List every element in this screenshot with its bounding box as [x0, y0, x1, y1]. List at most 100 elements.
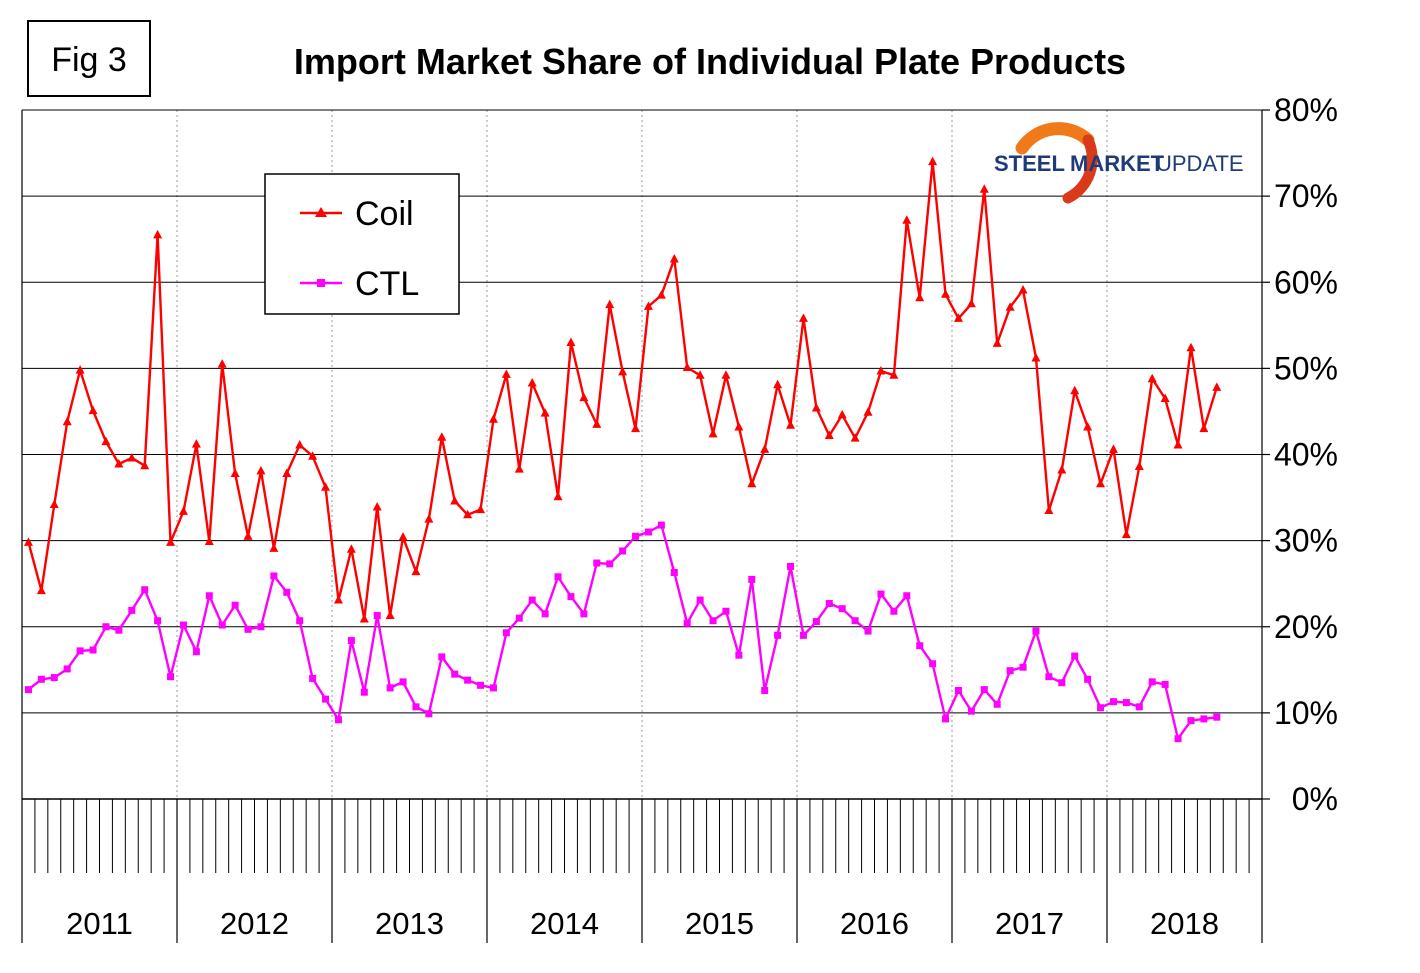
data-point-ctl [477, 681, 485, 689]
data-point-ctl [37, 675, 45, 683]
legend-ctl-marker [317, 279, 325, 287]
data-point-coil [476, 504, 486, 514]
data-point-coil [501, 369, 511, 378]
data-point-coil [178, 506, 188, 515]
data-point-coil [372, 502, 382, 511]
data-point-ctl [205, 592, 213, 600]
data-point-coil [953, 313, 963, 322]
data-point-ctl [1058, 679, 1066, 687]
data-point-coil [1070, 385, 1080, 395]
data-point-ctl [451, 670, 459, 678]
data-point-ctl [141, 586, 149, 594]
data-point-ctl [154, 617, 162, 625]
data-point-ctl [735, 651, 743, 659]
data-point-coil [114, 458, 124, 468]
figure-label: Fig 3 [51, 41, 127, 79]
data-point-coil [36, 585, 46, 595]
data-point-coil [1121, 529, 1131, 539]
logo-word-market: MARKET [1070, 151, 1165, 176]
data-point-coil [1096, 478, 1106, 488]
data-point-coil [1212, 382, 1222, 391]
data-point-ctl [825, 599, 833, 607]
data-point-coil [282, 468, 292, 477]
data-point-coil [618, 366, 628, 376]
data-point-ctl [567, 593, 575, 601]
data-point-ctl [425, 710, 433, 718]
data-point-coil [140, 460, 150, 470]
data-point-coil [88, 405, 98, 415]
data-point-coil [346, 544, 356, 553]
data-point-coil [437, 432, 447, 441]
data-point-ctl [399, 678, 407, 686]
data-point-coil [889, 370, 899, 379]
data-point-ctl [929, 660, 937, 668]
data-point-ctl [270, 572, 278, 580]
y-axis-ticks: 0% 10% 20% 30% 40% 50% 60% 70% 80% [1262, 92, 1338, 817]
data-point-ctl [115, 626, 123, 634]
data-point-ctl [1071, 652, 1079, 660]
data-point-ctl [128, 606, 136, 614]
data-point-ctl [322, 695, 330, 703]
data-point-coil [62, 416, 72, 426]
data-point-coil [527, 378, 537, 387]
data-point-coil [1147, 373, 1157, 383]
data-point-ctl [347, 637, 355, 645]
data-point-coil [256, 465, 266, 475]
data-point-ctl [787, 562, 795, 570]
series-layer [23, 156, 1222, 743]
data-point-ctl [102, 623, 110, 631]
data-point-ctl [748, 575, 756, 583]
data-point-ctl [63, 665, 71, 673]
x-year-label-2018: 2018 [1150, 906, 1219, 941]
y-tick-label: 30% [1274, 523, 1338, 559]
data-point-ctl [954, 686, 962, 694]
data-point-coil [966, 298, 976, 308]
data-point-ctl [1097, 704, 1105, 712]
data-point-coil [708, 428, 718, 438]
data-point-ctl [916, 642, 924, 650]
data-point-coil [450, 496, 460, 505]
data-point-coil [1108, 444, 1118, 453]
data-point-coil [811, 402, 821, 412]
data-point-ctl [1084, 675, 1092, 683]
data-point-ctl [528, 596, 536, 604]
x-year-label-2015: 2015 [685, 906, 754, 941]
data-point-coil [566, 337, 576, 347]
data-point-ctl [76, 647, 84, 655]
data-point-coil [992, 338, 1002, 347]
data-point-ctl [851, 617, 859, 625]
data-point-coil [579, 392, 589, 402]
data-point-coil [553, 491, 563, 501]
data-point-ctl [696, 596, 704, 604]
data-point-ctl [632, 532, 640, 540]
y-tick-label: 0% [1292, 781, 1338, 817]
legend: Coil CTL [264, 173, 460, 315]
data-point-coil [385, 610, 395, 620]
data-point-coil [734, 421, 744, 431]
logo-arc-top [1015, 122, 1095, 155]
data-point-ctl [489, 684, 497, 692]
data-point-ctl [257, 623, 265, 631]
data-point-ctl [1006, 667, 1014, 675]
data-point-coil [424, 514, 434, 523]
data-point-coil [798, 313, 808, 322]
data-point-ctl [373, 612, 381, 620]
data-point-ctl [438, 653, 446, 661]
y-tick-label: 70% [1274, 178, 1338, 214]
data-point-coil [217, 359, 227, 368]
steel-market-update-logo: STEEL MARKET UPDATE [994, 122, 1244, 204]
data-point-coil [191, 439, 201, 448]
data-point-ctl [554, 573, 562, 581]
data-point-coil [643, 301, 653, 310]
data-point-ctl [1045, 673, 1053, 681]
data-point-ctl [606, 560, 614, 568]
data-point-coil [127, 452, 137, 462]
data-point-ctl [1109, 698, 1117, 706]
data-point-coil [101, 436, 111, 446]
data-point-ctl [657, 521, 665, 529]
logo-arc-bottom [1062, 134, 1098, 204]
data-point-coil [1005, 302, 1015, 311]
data-point-ctl [1213, 713, 1221, 721]
data-point-ctl [890, 607, 898, 615]
data-point-coil [1044, 505, 1054, 514]
